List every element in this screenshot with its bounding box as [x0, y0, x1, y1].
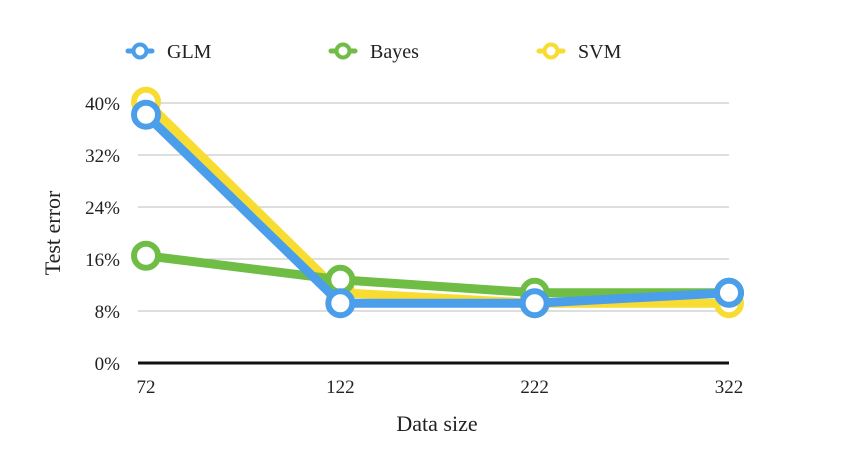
y-axis-title: Test error [40, 190, 65, 275]
data-point-bayes [131, 240, 161, 271]
data-point-glm [325, 288, 356, 319]
x-tick-label: 72 [137, 377, 156, 398]
x-tick-label: 222 [520, 377, 549, 398]
x-axis-ticks: 72 122 222 322 [137, 377, 744, 398]
x-tick-label: 322 [715, 377, 744, 398]
data-point-bayes [325, 264, 356, 295]
gridlines [138, 102, 729, 365]
legend-item-glm: GLM [125, 41, 212, 63]
legend-marker [334, 42, 352, 60]
legend-label: SVM [578, 41, 622, 63]
legend-label: GLM [167, 41, 212, 63]
y-tick-label: 0% [95, 354, 121, 375]
series-glm [131, 99, 744, 319]
data-point-glm [519, 288, 550, 319]
series-line-bayes [141, 251, 734, 298]
legend-item-bayes: Bayes [328, 41, 419, 63]
x-tick-label: 122 [326, 377, 355, 398]
y-tick-label: 24% [85, 198, 120, 219]
legend-marker [542, 42, 560, 60]
y-tick-label: 8% [95, 302, 121, 323]
series-line-glm [141, 110, 734, 308]
y-tick-label: 16% [85, 250, 120, 271]
series-svm [131, 86, 744, 319]
x-axis-title: Data size [396, 411, 477, 436]
legend-label: Bayes [370, 41, 419, 63]
series-group [131, 86, 744, 319]
legend-marker [131, 42, 149, 60]
legend-item-svm: SVM [536, 41, 622, 63]
data-point-glm [714, 277, 744, 308]
legend: GLM Bayes SVM [125, 41, 622, 63]
series-line-svm [141, 97, 734, 308]
data-point-glm [131, 99, 161, 130]
y-tick-label: 32% [85, 146, 120, 167]
y-tick-label: 40% [85, 94, 120, 115]
y-axis-ticks: 0% 8% 16% 24% 32% 40% [85, 94, 120, 375]
